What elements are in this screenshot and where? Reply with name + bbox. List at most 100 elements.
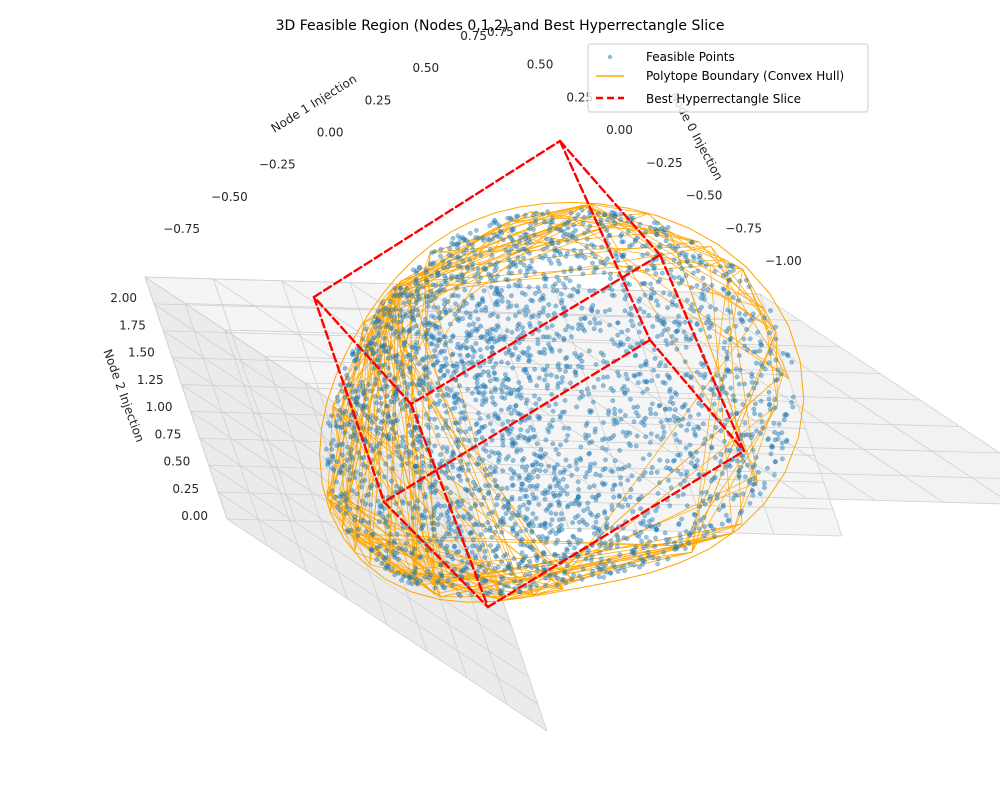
feasible-point <box>591 483 597 489</box>
feasible-point <box>561 305 567 310</box>
feasible-point <box>721 287 727 292</box>
feasible-point <box>526 477 532 483</box>
feasible-point <box>632 529 638 535</box>
feasible-point <box>485 491 491 497</box>
feasible-point <box>597 320 603 326</box>
feasible-point <box>428 288 434 294</box>
feasible-point <box>376 330 381 336</box>
feasible-point <box>344 503 350 509</box>
feasible-point <box>561 337 567 343</box>
feasible-point <box>385 563 391 568</box>
feasible-point <box>697 504 702 509</box>
feasible-point <box>595 309 601 315</box>
feasible-point <box>540 453 546 459</box>
grid-line <box>424 462 1000 479</box>
feasible-point <box>584 420 590 426</box>
feasible-point <box>511 556 517 561</box>
feasible-point <box>640 521 645 527</box>
feasible-point <box>366 491 372 497</box>
feasible-point <box>405 294 410 300</box>
feasible-point <box>368 346 374 352</box>
feasible-point <box>547 561 553 566</box>
feasible-point <box>528 378 533 383</box>
feasible-point <box>521 502 527 508</box>
feasible-point <box>726 518 731 524</box>
feasible-point <box>536 396 542 402</box>
hull-edge <box>389 284 397 563</box>
grid-line <box>384 435 1000 454</box>
feasible-point <box>358 403 364 409</box>
feasible-point <box>475 270 481 276</box>
feasible-point <box>607 545 613 550</box>
feasible-points <box>323 207 796 599</box>
feasible-point <box>497 223 502 229</box>
feasible-point <box>521 350 527 356</box>
feasible-point <box>754 360 759 366</box>
feasible-point <box>613 251 619 257</box>
feasible-point <box>612 341 617 347</box>
feasible-point <box>515 213 521 219</box>
feasible-point <box>410 305 416 310</box>
feasible-point <box>435 380 441 386</box>
feasible-point <box>487 313 493 319</box>
feasible-point <box>482 555 488 560</box>
feasible-point <box>525 428 530 434</box>
feasible-point <box>610 469 616 475</box>
feasible-point <box>553 541 559 546</box>
feasible-point <box>610 562 616 567</box>
feasible-point <box>514 393 520 399</box>
feasible-point <box>400 398 406 404</box>
feasible-point <box>627 562 633 567</box>
feasible-point <box>608 570 613 576</box>
feasible-point <box>404 292 410 298</box>
feasible-point <box>533 515 539 521</box>
feasible-point <box>436 330 442 336</box>
feasible-point <box>598 217 604 223</box>
feasible-point <box>606 411 611 417</box>
feasible-point <box>648 281 653 287</box>
feasible-point <box>708 523 713 529</box>
hull-edge <box>742 269 784 374</box>
feasible-point <box>684 297 690 303</box>
feasible-point <box>637 306 643 312</box>
feasible-point <box>442 503 447 509</box>
feasible-point <box>579 207 585 213</box>
grid-line <box>199 437 520 651</box>
feasible-point <box>654 526 660 532</box>
feasible-point <box>698 295 704 301</box>
feasible-point <box>467 230 473 236</box>
feasible-point <box>352 514 358 520</box>
feasible-point <box>543 540 549 545</box>
feasible-point <box>553 303 559 309</box>
feasible-point <box>637 296 643 302</box>
feasible-point <box>377 450 383 456</box>
feasible-point <box>518 412 524 418</box>
feasible-point <box>649 286 655 292</box>
grid-line <box>417 284 501 527</box>
feasible-point <box>779 445 785 451</box>
feasible-point <box>470 543 475 549</box>
feasible-point <box>749 374 755 380</box>
feasible-point <box>549 349 555 354</box>
hull-edge <box>435 580 534 596</box>
feasible-point <box>498 575 504 581</box>
feasible-point <box>587 223 593 229</box>
feasible-point <box>559 297 565 303</box>
feasible-point <box>771 420 777 426</box>
feasible-point <box>422 494 428 500</box>
feasible-point <box>479 501 485 507</box>
feasible-point <box>393 328 399 334</box>
feasible-point <box>641 518 646 524</box>
feasible-point <box>518 427 524 433</box>
feasible-point <box>434 323 439 329</box>
feasible-point <box>663 363 668 368</box>
feasible-point <box>337 470 342 476</box>
feasible-point <box>718 428 724 434</box>
feasible-point <box>476 564 482 570</box>
feasible-point <box>373 400 379 406</box>
feasible-point <box>535 341 541 347</box>
feasible-point <box>564 546 570 552</box>
feasible-point <box>463 429 468 435</box>
feasible-point <box>433 503 439 509</box>
feasible-point <box>358 471 364 477</box>
